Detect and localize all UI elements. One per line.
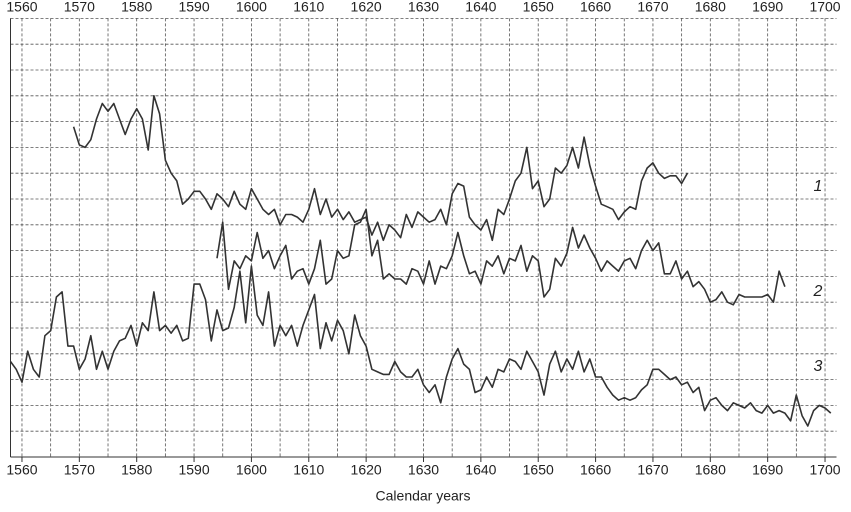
x-tick-label: 1580 (121, 462, 152, 478)
x-tick-label: 1670 (637, 462, 668, 478)
series-label: 2 (813, 283, 823, 300)
x-tick-label: 1560 (6, 462, 37, 478)
x-tick-label: 1690 (752, 462, 783, 478)
series-line (216, 208, 786, 306)
x-tick-label: 1570 (64, 462, 95, 478)
series-line (72, 95, 689, 242)
x-tick-label: 1700 (809, 462, 840, 478)
x-tick-label-top: 1690 (752, 0, 783, 15)
series-label: 3 (814, 358, 823, 375)
x-axis-label: Calendar years (376, 488, 471, 504)
x-tick-label-top: 1600 (236, 0, 267, 15)
x-tick-label: 1600 (236, 462, 267, 478)
x-tick-label: 1680 (695, 462, 726, 478)
series-line (9, 265, 832, 427)
x-tick-label: 1610 (293, 462, 324, 478)
x-tick-label: 1630 (408, 462, 439, 478)
x-tick-label-top: 1660 (580, 0, 611, 15)
x-tick-label-top: 1580 (121, 0, 152, 15)
x-tick-label: 1660 (580, 462, 611, 478)
x-tick-label-top: 1620 (351, 0, 382, 15)
x-tick-label: 1650 (523, 462, 554, 478)
x-tick-label-top: 1680 (695, 0, 726, 15)
x-tick-label-top: 1630 (408, 0, 439, 15)
x-tick-label-top: 1570 (64, 0, 95, 15)
x-tick-label: 1590 (178, 462, 209, 478)
x-tick-label-top: 1610 (293, 0, 324, 15)
x-tick-label: 1620 (351, 462, 382, 478)
x-tick-label-top: 1670 (637, 0, 668, 15)
x-tick-label-top: 1590 (178, 0, 209, 15)
x-tick-label-top: 1700 (809, 0, 840, 15)
x-tick-label-top: 1560 (6, 0, 37, 15)
x-tick-label-top: 1650 (523, 0, 554, 15)
x-tick-label: 1640 (465, 462, 496, 478)
series-label: 1 (814, 178, 823, 195)
x-tick-label-top: 1640 (465, 0, 496, 15)
